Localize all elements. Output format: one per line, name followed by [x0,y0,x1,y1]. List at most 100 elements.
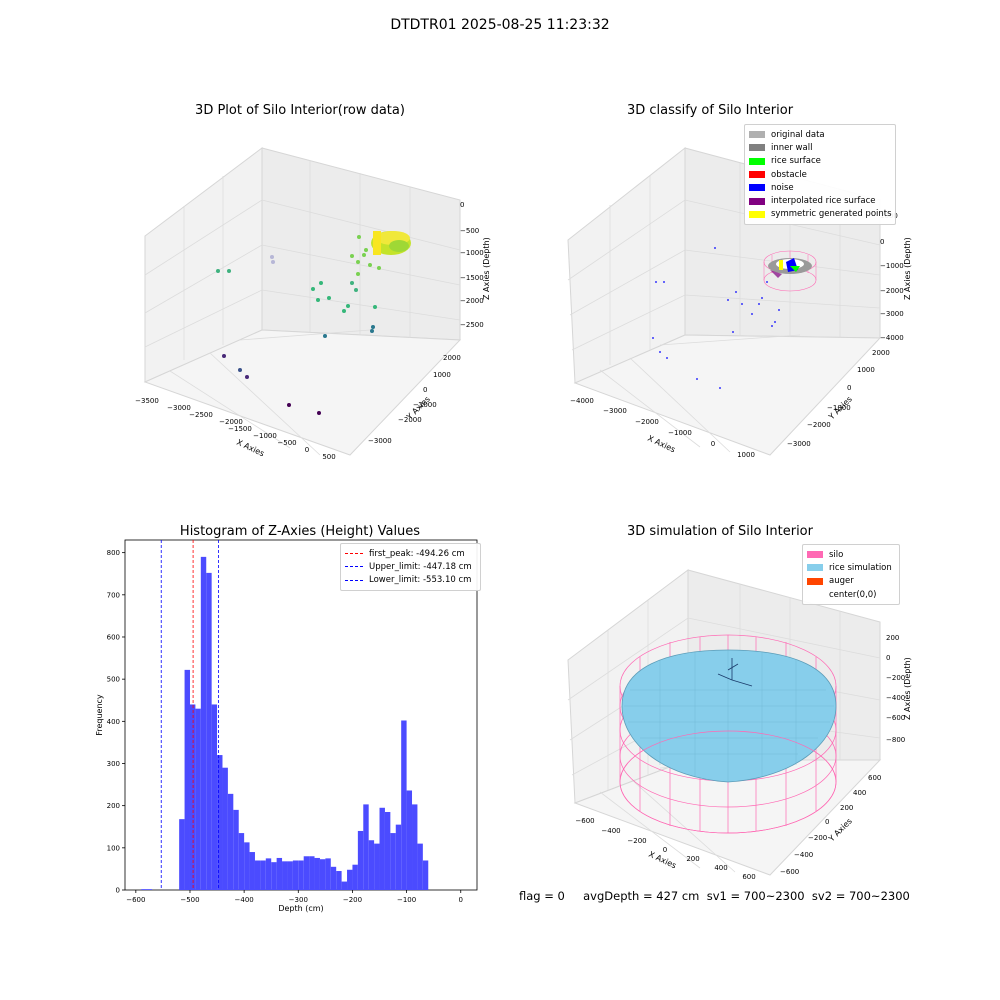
noise-point [774,321,776,323]
legend-label: noise [771,182,794,193]
legend-label: silo [829,549,844,560]
legend-swatch [807,551,823,559]
svg-text:600: 600 [742,873,755,880]
status-footer: flag = 0 avgDepth = 427 cm sv1 = 700~230… [519,889,910,903]
svg-text:600: 600 [868,774,881,782]
noise-point [778,309,780,311]
legend-label: center(0,0) [829,589,877,600]
svg-text:−600: −600 [886,714,905,722]
data-point [346,304,350,308]
svg-text:−1000: −1000 [880,262,904,270]
svg-text:−1500: −1500 [228,425,252,433]
x-tick-label: −300 [289,896,308,904]
histogram-bar [227,793,234,890]
noise-point [666,357,668,359]
histogram-bar [238,833,245,890]
plot1-3d-axes: −3500 −3000 −2500 −2000 −1500 −1000 −500… [135,146,491,461]
histogram-bar [211,704,218,890]
legend-label: obstacle [771,169,807,180]
legend-label: original data [771,129,825,140]
histogram-bar [233,809,239,890]
data-point [377,266,381,270]
x-tick-label: −600 [126,896,145,904]
legend-label: first_peak: -494.26 cm [369,548,465,559]
noise-point [758,303,760,305]
histogram-bar [417,843,423,890]
svg-text:−400: −400 [886,694,905,702]
legend-swatch [749,184,765,192]
svg-text:0: 0 [886,654,890,662]
svg-text:−2500: −2500 [189,411,213,419]
data-point [373,305,377,309]
histogram-bar [347,869,353,890]
x-tick-label: −200 [343,896,362,904]
tick-label: −3500 [135,397,159,405]
histogram-bar [249,852,255,890]
legend-label: inner wall [771,142,813,153]
svg-text:0: 0 [663,846,667,854]
data-point [270,255,274,259]
histogram-bar [303,856,310,890]
legend-line [345,566,363,568]
svg-text:0: 0 [305,446,309,454]
svg-text:−3000: −3000 [880,310,904,318]
data-point [323,334,327,338]
svg-text:−2000: −2000 [219,418,243,426]
data-point [364,248,368,252]
hist-ylabel: Frequency [95,694,104,736]
legend-line [345,553,363,555]
plot4-ylabel: Y Axies [826,817,854,845]
svg-text:400: 400 [853,789,866,797]
x-tick-label: 0 [459,896,463,904]
plot2-title: 3D classify of Silo Interior [626,103,794,118]
svg-text:−3000: −3000 [603,407,627,415]
y-tick-label: 500 [107,676,120,684]
svg-text:500: 500 [322,453,335,461]
noise-point [714,247,716,249]
svg-text:−1000: −1000 [827,404,851,412]
histogram-bar [325,858,331,890]
data-point [216,269,220,273]
svg-text:−2500: −2500 [460,321,484,329]
data-point [287,403,291,407]
svg-text:−200: −200 [627,837,646,845]
svg-text:−400: −400 [794,851,813,859]
svg-text:0: 0 [423,386,427,394]
plot4-zlabel: Z Axies (Depth) [903,657,912,720]
legend-line [345,579,363,581]
svg-text:−400: −400 [601,827,620,835]
svg-text:−2000: −2000 [460,297,484,305]
data-point [370,329,374,333]
histogram-bar [363,804,369,890]
y-tick-label: 200 [107,802,120,810]
histogram-bar [395,824,402,890]
svg-text:−2000: −2000 [880,287,904,295]
plot1-xlabel: X Axies [235,438,266,459]
y-tick-label: 700 [107,591,120,599]
histogram-bar [189,704,196,890]
data-point [354,288,358,292]
data-point [371,325,375,329]
svg-text:0: 0 [460,201,464,209]
histogram-bar [314,857,320,890]
histogram-bar [330,866,337,890]
histogram-bar [195,708,201,890]
noise-point [751,313,753,315]
svg-text:−2000: −2000 [635,418,659,426]
noise-point [659,351,661,353]
noise-point [696,378,698,380]
histogram-bar [374,843,380,890]
x-tick-label: −100 [397,896,416,904]
y-tick-label: 100 [107,844,120,852]
x-tick-label: −400 [235,896,254,904]
histogram-bar [206,572,212,890]
svg-text:1000: 1000 [737,451,755,459]
histogram-bar [200,556,207,890]
svg-text:1000: 1000 [433,371,451,379]
histogram-bar [244,842,250,890]
data-point [356,260,360,264]
svg-text:200: 200 [686,855,699,863]
legend-swatch [749,197,765,205]
svg-text:2000: 2000 [872,349,890,357]
y-tick-label: 800 [107,549,120,557]
